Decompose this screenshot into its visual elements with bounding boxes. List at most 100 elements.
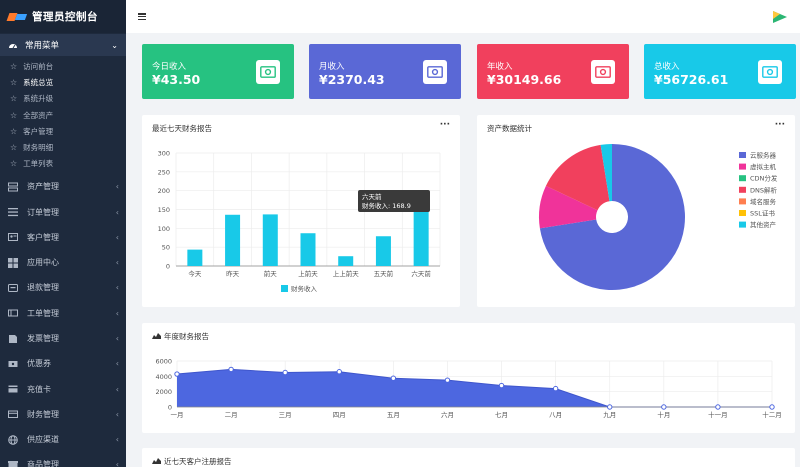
bar[interactable] — [375, 236, 391, 266]
data-point[interactable] — [769, 404, 775, 410]
more-options-icon[interactable]: ··· — [439, 120, 450, 130]
ticket-icon — [8, 308, 18, 318]
stat-card: 总收入 ¥56726.61 — [644, 44, 796, 99]
refund-icon — [8, 283, 18, 293]
y-tick-label: 200 — [158, 187, 170, 195]
x-tick-label: 二月 — [225, 411, 238, 419]
sidebar-item[interactable]: 资产管理 ‹ — [0, 174, 126, 199]
sidebar-subitem-label: 访问前台 — [23, 61, 54, 71]
data-point[interactable] — [498, 382, 505, 389]
sidebar-subitem-label: 财务明细 — [23, 143, 54, 153]
hamburger-menu-icon[interactable] — [138, 13, 146, 20]
tooltip-value: 财务收入: 168.9 — [362, 201, 411, 210]
sidebar-item-label: 客户管理 — [27, 232, 59, 242]
legend-label: 财务收入 — [291, 284, 318, 293]
sidebar-item-label: 工单管理 — [27, 308, 59, 318]
pie-slice[interactable] — [600, 144, 612, 202]
sidebar-item[interactable]: 订单管理 ‹ — [0, 199, 126, 224]
sidebar-subitem[interactable]: ☆ 系统总览 — [0, 74, 126, 90]
bar[interactable] — [413, 202, 429, 266]
stat-card: 年收入 ¥30149.66 — [477, 44, 629, 99]
globe-icon — [8, 434, 18, 445]
data-point[interactable] — [174, 371, 180, 377]
sidebar-item[interactable]: 充值卡 ‹ — [0, 376, 126, 401]
x-tick-label: 六月 — [441, 410, 454, 419]
more-options-icon[interactable]: ··· — [774, 120, 785, 130]
chevron-left-icon: ‹ — [115, 308, 119, 318]
sidebar-submenu: ☆ 访问前台 ☆ 系统总览 ☆ 系统升级 ☆ 全部资产 ☆ 客户管理 ☆ 财务明细 ☆ 工单列表 — [0, 56, 126, 174]
data-point[interactable] — [282, 369, 288, 376]
x-tick-label: 上上前天 — [333, 269, 360, 278]
bar[interactable] — [262, 214, 278, 266]
chevron-left-icon: ‹ — [115, 283, 119, 293]
data-point[interactable] — [715, 404, 721, 410]
stat-label: 月收入 — [319, 62, 345, 72]
sidebar-item[interactable]: 工单管理 ‹ — [0, 301, 126, 326]
legend-swatch — [739, 210, 746, 216]
bar[interactable] — [300, 233, 316, 266]
sidebar-subitem[interactable]: ☆ 全部资产 — [0, 107, 126, 123]
sidebar-item-label: 订单管理 — [27, 207, 59, 217]
coupon-icon — [8, 359, 18, 369]
bar[interactable] — [338, 256, 354, 266]
sidebar-item-label: 发票管理 — [27, 334, 59, 343]
pie-slice[interactable] — [539, 144, 685, 290]
dashboard-icon — [9, 44, 17, 49]
sidebar-subitem-label: 客户管理 — [23, 126, 54, 136]
legend-swatch — [281, 285, 288, 292]
brand[interactable]: 管理员控制台 — [0, 0, 126, 33]
sidebar-item[interactable]: 财务管理 ‹ — [0, 402, 126, 427]
y-tick-label: 0 — [166, 263, 170, 271]
data-point[interactable] — [607, 404, 613, 410]
data-point[interactable] — [390, 375, 397, 381]
data-point[interactable] — [661, 404, 667, 410]
bar[interactable] — [187, 249, 203, 266]
chevron-left-icon: ‹ — [115, 435, 119, 445]
list-icon — [8, 207, 18, 217]
sidebar-subitem[interactable]: ☆ 财务明细 — [0, 139, 126, 155]
windows-icon — [8, 257, 18, 268]
panel-title: 年度财务报告 — [164, 332, 209, 341]
data-point[interactable] — [336, 369, 342, 375]
x-tick-label: 七月 — [495, 410, 508, 419]
sidebar-item[interactable]: 供应渠道 ‹ — [0, 427, 126, 452]
sidebar-subitem[interactable]: ☆ 客户管理 — [0, 123, 126, 139]
x-tick-label: 九月 — [603, 410, 616, 419]
pie-slice[interactable] — [545, 144, 610, 211]
sidebar-item[interactable]: 优惠券 ‹ — [0, 351, 126, 376]
avatar[interactable] — [768, 4, 792, 29]
sidebar-item[interactable]: 发票管理 ‹ — [0, 326, 126, 351]
legend-swatch — [739, 152, 746, 158]
stat-value: ¥2370.43 — [319, 72, 385, 87]
x-tick-label: 五天前 — [374, 269, 394, 278]
sidebar-subitem[interactable]: ☆ 访问前台 — [0, 58, 126, 74]
legend-label: 其他资产 — [750, 220, 777, 229]
data-point[interactable] — [228, 366, 234, 373]
sidebar: 管理员控制台 常用菜单 ⌄ ☆ 访问前台 ☆ 系统总览 ☆ 系统升级 ☆ 全部资产 ☆ 客户管理 ☆… — [0, 0, 126, 467]
sidebar-item[interactable]: 退款管理 ‹ — [0, 275, 126, 300]
star-icon: ☆ — [10, 159, 18, 169]
sidebar-subitem[interactable]: ☆ 工单列表 — [0, 156, 126, 172]
sidebar-item[interactable]: 应用中心 ‹ — [0, 250, 126, 275]
x-tick-label: 五月 — [387, 411, 400, 419]
stat-label: 今日收入 — [152, 62, 187, 72]
sidebar-item-label: 供应渠道 — [27, 435, 59, 445]
bar[interactable] — [225, 214, 241, 266]
stat-value: ¥56726.61 — [654, 72, 729, 87]
sidebar-menu-common[interactable]: 常用菜单 ⌄ — [0, 34, 126, 56]
data-point[interactable] — [444, 377, 451, 383]
tooltip-title: 六天前 — [362, 192, 382, 201]
sidebar-item[interactable]: 客户管理 ‹ — [0, 225, 126, 250]
legend-swatch — [739, 163, 746, 170]
pie-slice[interactable] — [539, 185, 598, 229]
data-point[interactable] — [552, 385, 559, 392]
sidebar-item[interactable]: 商品管理 ‹ — [0, 452, 126, 467]
chevron-left-icon: ‹ — [115, 460, 119, 467]
id-card-icon — [8, 232, 18, 242]
sidebar-subitem[interactable]: ☆ 系统升级 — [0, 91, 126, 107]
x-tick-label: 十二月 — [762, 410, 782, 419]
x-tick-label: 六天前 — [411, 269, 431, 278]
box-icon — [8, 460, 18, 467]
